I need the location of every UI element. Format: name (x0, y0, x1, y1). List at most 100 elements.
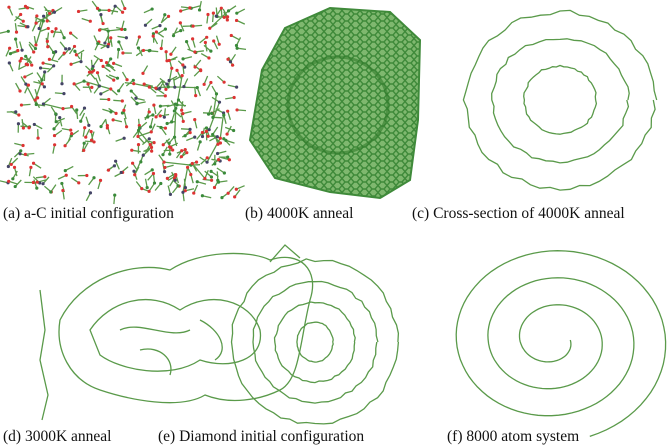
atom (164, 94, 167, 97)
atom (163, 13, 166, 16)
atom (130, 149, 133, 152)
atom (88, 71, 91, 74)
atom (192, 191, 195, 194)
atom (226, 18, 229, 21)
atom (96, 71, 99, 74)
atom (181, 191, 184, 194)
atom (19, 13, 22, 16)
atom (100, 59, 103, 62)
atom (208, 27, 211, 30)
atom (167, 79, 170, 82)
atom (173, 136, 176, 139)
atom (55, 120, 58, 123)
figure: (a) a-C initial configuration (b) 4000K … (0, 0, 669, 447)
atom (35, 103, 38, 106)
atom (201, 131, 204, 134)
atom (13, 166, 16, 169)
atom (89, 20, 92, 23)
atom (179, 29, 182, 32)
atom (22, 126, 25, 129)
atom (210, 170, 213, 173)
atom (148, 137, 151, 140)
atom (120, 28, 123, 31)
atom (171, 148, 174, 151)
atom (117, 40, 120, 43)
atom (63, 52, 66, 55)
atom (91, 67, 94, 70)
atom (184, 186, 187, 189)
atom (159, 126, 162, 129)
atom (151, 7, 154, 10)
atom (64, 169, 67, 172)
atom (198, 8, 201, 11)
atom (199, 69, 202, 72)
atom (107, 98, 110, 101)
atom (205, 130, 208, 133)
atom (209, 50, 212, 53)
atom (184, 148, 187, 151)
atom (8, 61, 11, 64)
atom (53, 11, 56, 14)
atom (125, 125, 128, 128)
atom (60, 82, 63, 85)
atom (16, 49, 19, 52)
atom (18, 89, 21, 92)
atom (188, 128, 191, 131)
caption: (e) Diamond initial configuration (158, 428, 364, 445)
atom (229, 60, 232, 63)
atom (181, 63, 184, 66)
atom (172, 34, 175, 37)
atom (205, 36, 208, 39)
atom (167, 15, 170, 18)
atom (133, 173, 136, 176)
atom (42, 15, 45, 18)
atom (61, 189, 64, 192)
atom (7, 165, 10, 168)
atom (218, 101, 221, 104)
atom (230, 34, 233, 37)
atom (215, 92, 218, 95)
atom (106, 124, 109, 127)
atom (24, 153, 27, 156)
atom (113, 164, 116, 167)
atom (99, 92, 102, 95)
atom (217, 158, 220, 161)
panel-c-image (463, 10, 656, 190)
atom (181, 74, 184, 77)
atom (152, 35, 155, 38)
atom (42, 102, 45, 105)
ring (253, 282, 378, 404)
atom (193, 118, 196, 121)
atom (235, 188, 238, 191)
atom (61, 107, 64, 110)
atom (70, 105, 73, 108)
atom (226, 15, 229, 18)
atom (36, 96, 39, 99)
atom (203, 83, 206, 86)
atom (219, 141, 222, 144)
atom (43, 175, 46, 178)
atom (150, 146, 153, 149)
atom (9, 52, 12, 55)
atom (54, 27, 57, 30)
atom (181, 57, 184, 60)
atom (236, 47, 239, 50)
atom (136, 135, 139, 138)
atom (222, 114, 225, 117)
panel-b-image (250, 8, 420, 198)
atom (211, 116, 214, 119)
atom (210, 175, 213, 178)
atom (147, 190, 150, 193)
atom (99, 125, 102, 128)
atom (109, 36, 112, 39)
atom (52, 51, 55, 54)
atom (132, 79, 135, 82)
atom (189, 173, 192, 176)
atom (123, 7, 126, 10)
atom (105, 61, 108, 64)
atom (52, 127, 55, 130)
panel-f-image (456, 251, 665, 437)
atom (34, 47, 37, 50)
atom (154, 115, 157, 118)
atom (49, 190, 52, 193)
